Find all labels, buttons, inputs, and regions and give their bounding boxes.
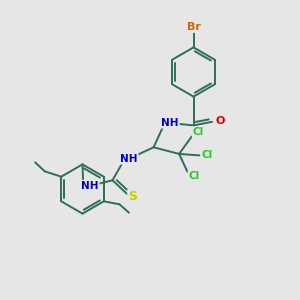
Text: NH: NH <box>161 118 179 128</box>
Text: Cl: Cl <box>201 150 213 161</box>
Text: NH: NH <box>81 181 99 191</box>
Text: Br: Br <box>187 22 200 32</box>
Text: NH: NH <box>120 154 138 164</box>
Text: Cl: Cl <box>193 127 204 137</box>
Text: S: S <box>128 190 137 203</box>
Text: O: O <box>216 116 225 126</box>
Text: Cl: Cl <box>188 171 200 181</box>
